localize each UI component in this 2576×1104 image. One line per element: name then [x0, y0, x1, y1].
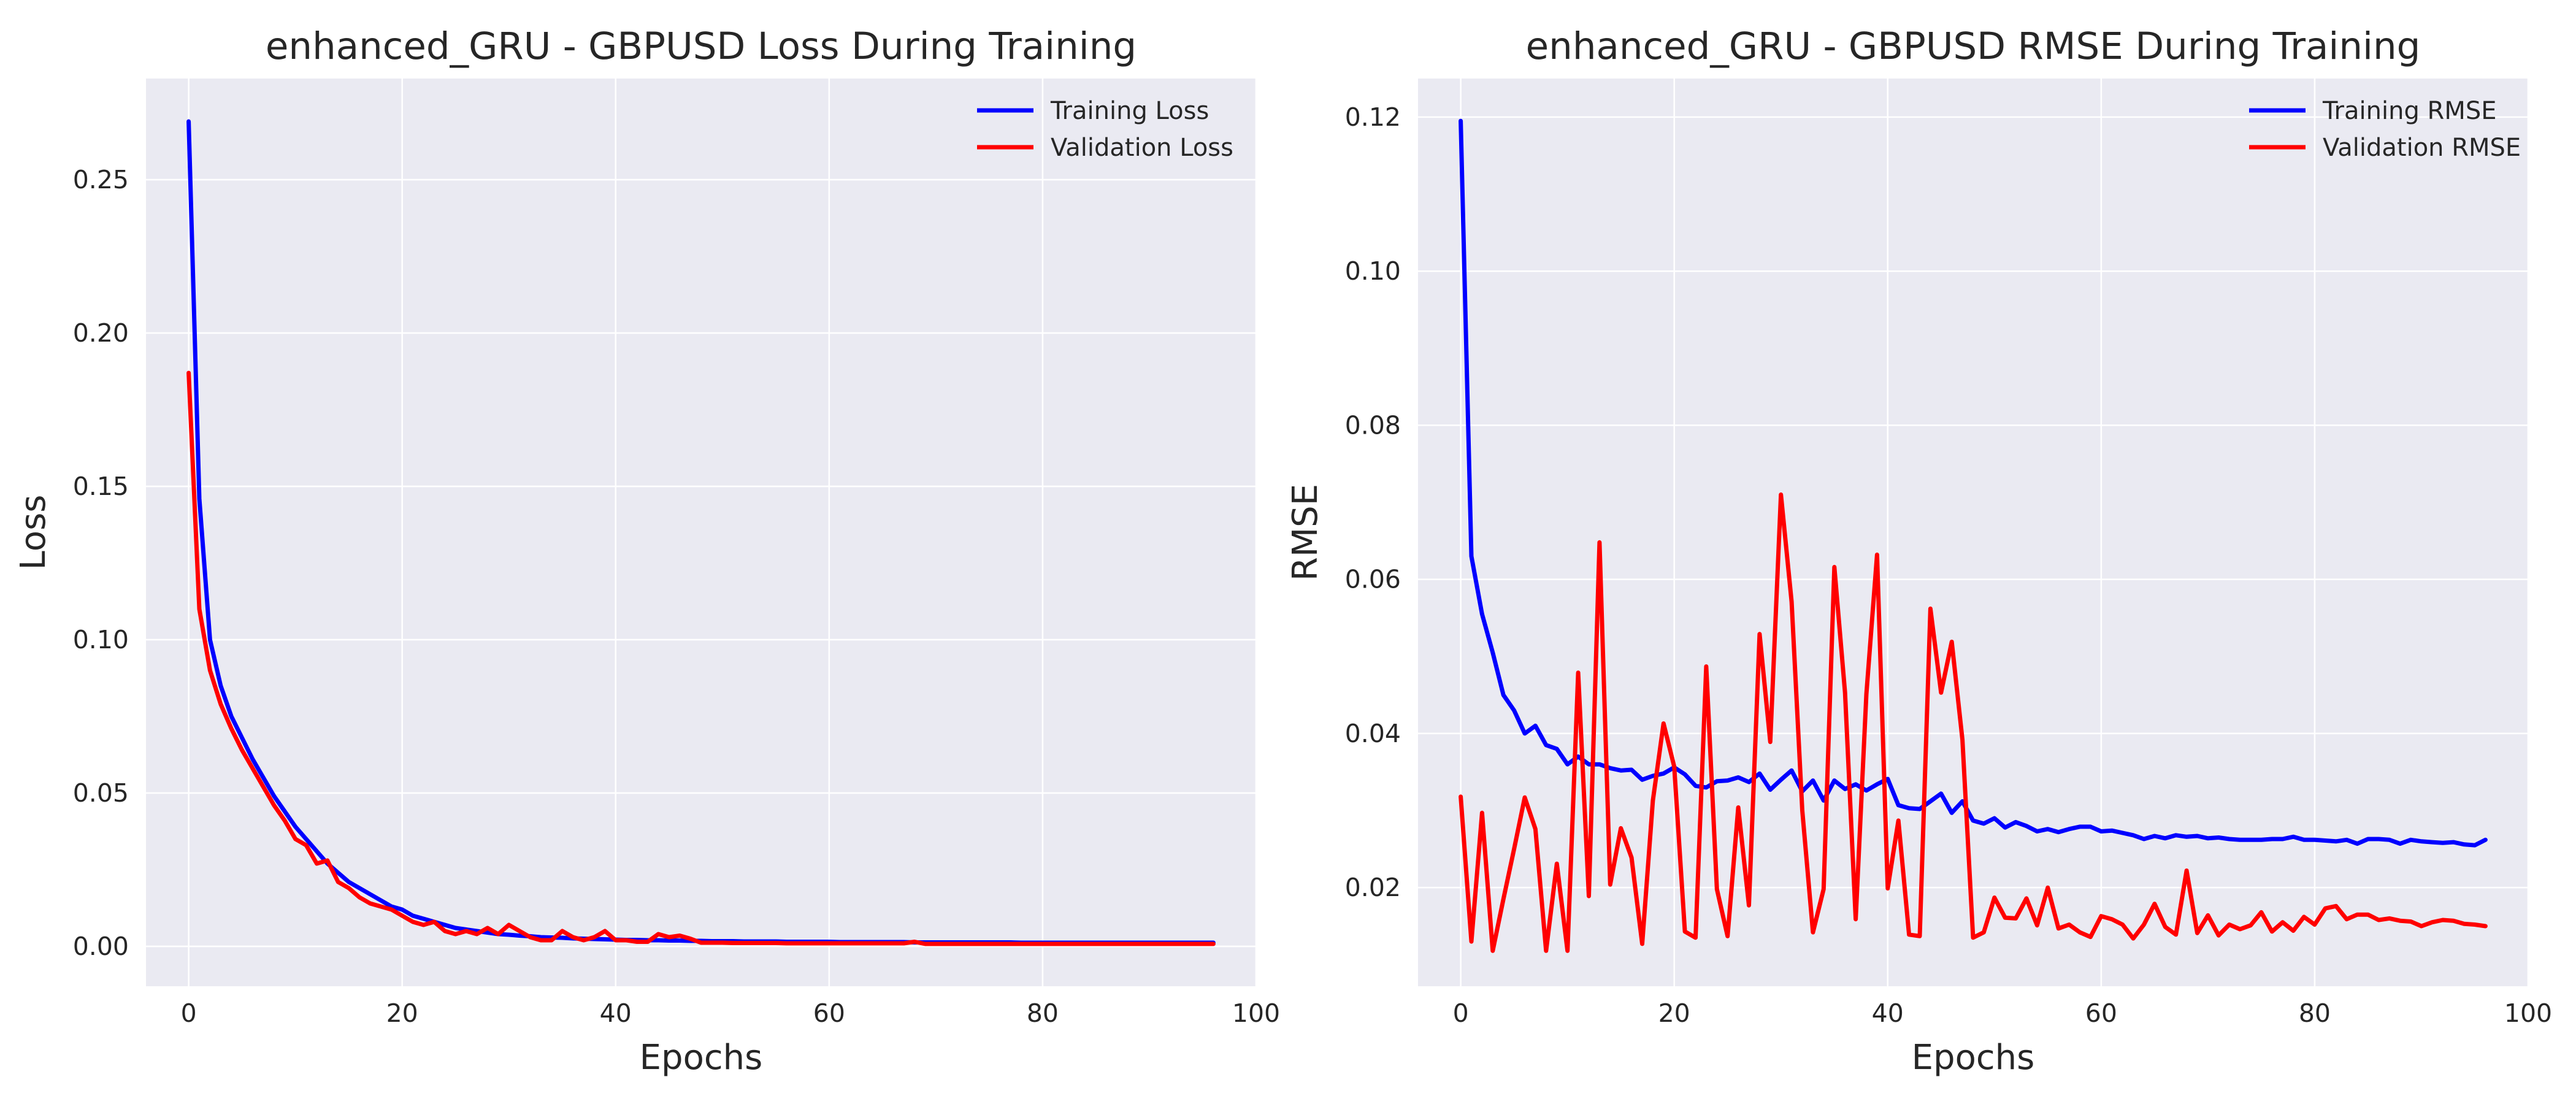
y-tick-label: 0.15 [73, 472, 129, 501]
x-tick-label: 20 [1658, 999, 1690, 1028]
x-tick-label: 40 [600, 999, 632, 1028]
x-tick-label: 80 [2299, 999, 2331, 1028]
y-tick-label: 0.10 [73, 625, 129, 654]
y-axis-label: RMSE [1286, 484, 1325, 581]
series-line-training-rmse [1459, 118, 2488, 848]
x-tick-label: 80 [1027, 999, 1059, 1028]
y-tick-label: 0.25 [73, 165, 129, 194]
y-tick-label: 0.04 [1345, 719, 1401, 748]
x-tick-label: 100 [1232, 999, 1280, 1028]
legend-label: Validation Loss [1051, 134, 1233, 162]
x-axis-label: Epochs [1912, 1038, 2035, 1078]
legend-label: Training RMSE [2322, 97, 2497, 125]
chart-panel-1: 0.02 0.04 0.06 0.08 0.10 0.12 0 20 40 60 80 100 enha… [1286, 25, 2552, 1078]
legend-label: Validation RMSE [2323, 134, 2521, 162]
y-tick-label: 0.06 [1345, 565, 1401, 594]
y-axis-label: Loss [13, 495, 53, 570]
x-tick-label: 40 [1872, 999, 1904, 1028]
plot-area [1418, 79, 2528, 986]
y-tick-label: 0.05 [73, 778, 129, 808]
legend-label: Training Loss [1050, 97, 1209, 125]
chart-title: enhanced_GRU - GBPUSD RMSE During Traini… [1526, 25, 2421, 68]
x-tick-label: 100 [2504, 999, 2552, 1028]
series-line-validation-loss [186, 370, 1216, 946]
x-tick-label: 20 [386, 999, 418, 1028]
chart-title: enhanced_GRU - GBPUSD Loss During Traini… [266, 25, 1137, 68]
x-tick-label: 60 [2085, 999, 2117, 1028]
y-tick-label: 0.12 [1345, 102, 1401, 132]
x-tick-label: 0 [181, 999, 197, 1028]
x-tick-label: 0 [1453, 999, 1469, 1028]
y-tick-label: 0.08 [1345, 410, 1401, 440]
y-tick-label: 0.00 [73, 932, 129, 961]
x-tick-label: 60 [813, 999, 845, 1028]
x-axis-label: Epochs [640, 1038, 763, 1078]
chart-panel-0: 0.00 0.05 0.10 0.15 0.20 0.25 0 20 40 60 80 100 enha… [13, 25, 1280, 1078]
series-line-validation-rmse [1459, 492, 2488, 953]
y-tick-label: 0.10 [1345, 256, 1401, 286]
y-tick-label: 0.02 [1345, 873, 1401, 902]
y-tick-label: 0.20 [73, 318, 129, 348]
plot-area [146, 79, 1256, 986]
